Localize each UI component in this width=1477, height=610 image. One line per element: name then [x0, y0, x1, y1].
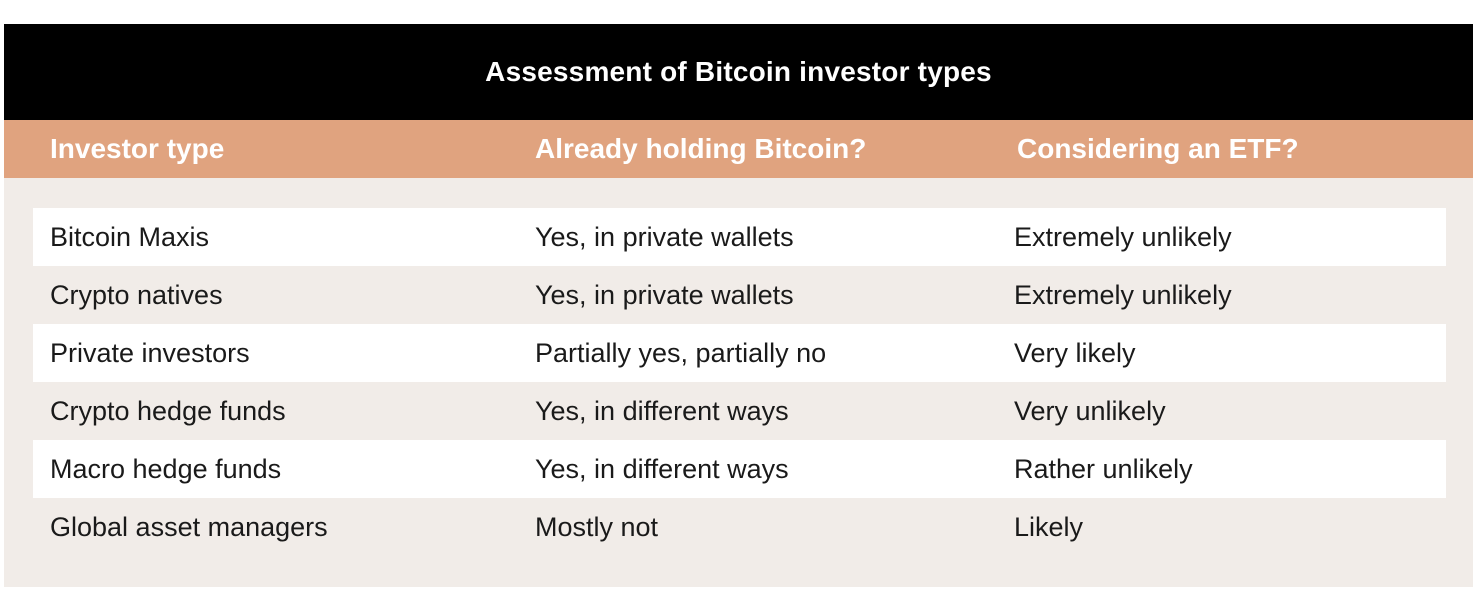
table-row: Bitcoin Maxis Yes, in private wallets Ex… — [33, 208, 1446, 266]
cell-considering-etf: Very likely — [1014, 338, 1136, 368]
table-row: Crypto natives Yes, in private wallets E… — [33, 266, 1446, 324]
cell-already-holding: Yes, in different ways — [535, 396, 789, 426]
cell-already-holding: Partially yes, partially no — [535, 338, 827, 368]
cell-considering-etf: Extremely unlikely — [1014, 222, 1232, 252]
cell-investor-type: Bitcoin Maxis — [50, 222, 210, 252]
cell-investor-type: Macro hedge funds — [50, 454, 282, 484]
cell-considering-etf: Extremely unlikely — [1014, 280, 1232, 310]
table-body: Bitcoin Maxis Yes, in private wallets Ex… — [4, 208, 1473, 556]
table-row: Global asset managers Mostly not Likely — [33, 498, 1446, 556]
cell-already-holding: Yes, in private wallets — [535, 280, 794, 310]
table-row: Crypto hedge funds Yes, in different way… — [33, 382, 1446, 440]
cell-considering-etf: Likely — [1014, 512, 1084, 542]
cell-investor-type: Crypto natives — [50, 280, 223, 310]
cell-already-holding: Yes, in private wallets — [535, 222, 794, 252]
table-title-bar: Assessment of Bitcoin investor types — [4, 24, 1473, 120]
column-header-considering-etf: Considering an ETF? — [1017, 133, 1299, 164]
cell-investor-type: Private investors — [50, 338, 250, 368]
cell-already-holding: Yes, in different ways — [535, 454, 789, 484]
column-header-investor-type: Investor type — [50, 133, 225, 164]
investor-table-card: Assessment of Bitcoin investor types Inv… — [4, 24, 1473, 587]
table-header-row: Investor type Already holding Bitcoin? C… — [4, 120, 1473, 178]
cell-considering-etf: Rather unlikely — [1014, 454, 1193, 484]
table-row: Private investors Partially yes, partial… — [33, 324, 1446, 382]
cell-already-holding: Mostly not — [535, 512, 659, 542]
cell-investor-type: Global asset managers — [50, 512, 328, 542]
cell-considering-etf: Very unlikely — [1014, 396, 1166, 426]
cell-investor-type: Crypto hedge funds — [50, 396, 286, 426]
table-title: Assessment of Bitcoin investor types — [485, 56, 992, 87]
column-header-already-holding: Already holding Bitcoin? — [535, 133, 867, 164]
table-row: Macro hedge funds Yes, in different ways… — [33, 440, 1446, 498]
